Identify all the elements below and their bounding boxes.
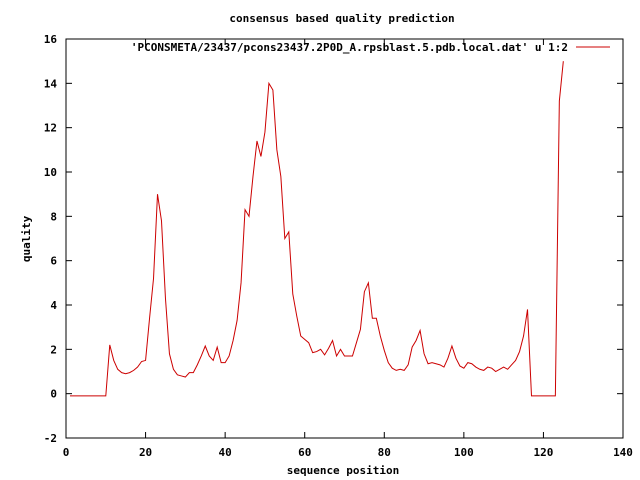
axis-ticks: -2 0 2 4 6 8 10 12 14 16 0 20 40 60 80 100 120 140 [44,33,633,459]
y-axis-label: quality [20,215,33,262]
x-tick-label: 20 [139,446,152,459]
legend-label: 'PCONSMETA/23437/pcons23437.2P0D_A.rpsbl… [131,41,568,54]
y-tick-label: 2 [50,343,57,356]
y-tick-label: 0 [50,388,57,401]
x-tick-label: 100 [454,446,474,459]
x-tick-label: 0 [63,446,70,459]
x-tick-label: 60 [298,446,311,459]
x-axis-label: sequence position [287,464,400,477]
y-tick-label: 6 [50,255,57,268]
x-tick-label: 140 [613,446,633,459]
y-tick-label: 12 [44,122,57,135]
series-layer [69,61,564,397]
legend: 'PCONSMETA/23437/pcons23437.2P0D_A.rpsbl… [131,41,610,54]
y-tick-label: 16 [44,33,58,46]
x-tick-label: 80 [378,446,391,459]
y-tick-label: -2 [44,432,57,445]
series-line [69,61,564,397]
x-tick-label: 40 [219,446,232,459]
plot-frame [65,38,624,439]
y-tick-label: 14 [44,77,58,90]
chart-title: consensus based quality prediction [229,12,454,25]
x-tick-label: 120 [533,446,553,459]
y-tick-label: 4 [50,299,57,312]
y-tick-label: 8 [50,210,57,223]
y-tick-label: 10 [44,166,57,179]
